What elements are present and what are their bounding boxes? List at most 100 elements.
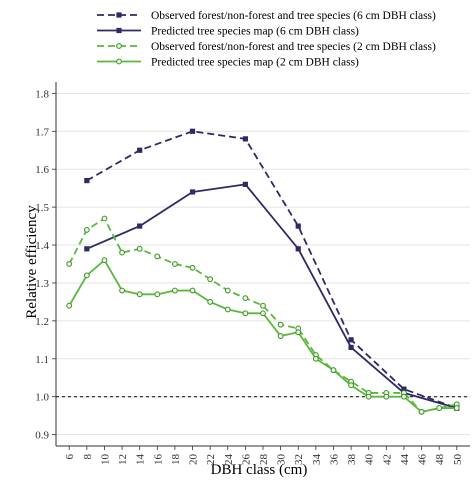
data-point: [383, 393, 390, 400]
x-tick-label: 10: [99, 454, 111, 466]
x-tick-label: 12: [117, 454, 129, 465]
x-tick-label: 30: [276, 454, 288, 466]
data-point: [172, 261, 178, 267]
legend-marker: [116, 43, 122, 49]
legend-marker: [116, 12, 122, 18]
data-point: [365, 393, 372, 400]
x-tick-label: 36: [328, 454, 340, 466]
data-point: [119, 287, 125, 294]
data-point: [207, 299, 214, 305]
data-point: [189, 189, 196, 195]
legend: Observed forest/non-forest and tree spec…: [97, 10, 436, 69]
data-point: [242, 310, 249, 317]
data-point: [295, 329, 302, 336]
x-tick-label: 14: [135, 454, 147, 466]
y-tick-label: 1.0: [35, 392, 49, 404]
data-point: [453, 405, 460, 411]
data-point: [136, 245, 143, 252]
x-tick-label: 48: [434, 454, 446, 466]
x-tick-label: 20: [188, 454, 200, 466]
x-tick-label: 42: [381, 454, 393, 465]
data-point: [260, 310, 266, 317]
legend-item-4: Predicted tree species map (2 cm DBH cla…: [97, 57, 359, 69]
data-point: [189, 128, 196, 134]
x-tick-label: 6: [64, 454, 76, 460]
y-tick-label: 1.2: [35, 316, 49, 328]
data-point: [401, 393, 407, 400]
data-point: [136, 291, 143, 298]
legend-label: Predicted tree species map (2 cm DBH cla…: [151, 57, 359, 69]
data-point: [224, 306, 231, 313]
data-point: [242, 295, 249, 302]
data-point: [436, 405, 443, 411]
x-tick-label: 38: [346, 454, 358, 466]
data-point: [154, 253, 161, 260]
data-point: [101, 257, 108, 264]
data-point: [119, 249, 125, 256]
legend-label: Observed forest/non-forest and tree spec…: [151, 41, 436, 53]
data-point: [84, 246, 90, 252]
data-point: [348, 344, 354, 351]
x-tick-label: 22: [205, 454, 217, 465]
legend-marker: [116, 58, 122, 65]
data-point: [189, 287, 196, 294]
data-point: [83, 272, 90, 279]
y-tick-label: 0.9: [35, 430, 49, 442]
data-point: [207, 276, 214, 283]
x-tick-label: 32: [293, 454, 305, 465]
data-point: [277, 321, 284, 328]
x-tick-label: 44: [399, 454, 411, 466]
legend-item-1: Observed forest/non-forest and tree spec…: [97, 10, 436, 22]
data-point: [224, 287, 231, 294]
data-point: [418, 408, 425, 415]
y-tick-label: 1.5: [35, 202, 49, 214]
x-tick-label: 50: [452, 454, 464, 466]
x-tick-label: 40: [364, 454, 376, 466]
legend-label: Predicted tree species map (6 cm DBH cla…: [151, 26, 359, 38]
series-line: [86, 183, 458, 409]
legend-item-2: Predicted tree species map (6 cm DBH cla…: [97, 26, 359, 38]
data-point: [295, 246, 301, 252]
x-tick-label: 26: [240, 454, 252, 466]
data-point: [348, 337, 354, 343]
data-point: [277, 333, 284, 339]
data-point: [348, 382, 354, 389]
x-tick-label: 34: [311, 454, 323, 466]
x-tick-label: 46: [417, 454, 429, 466]
data-point: [137, 147, 143, 153]
y-tick-label: 1.7: [35, 126, 49, 138]
data-point: [83, 226, 90, 233]
y-tick-label: 1.3: [35, 278, 49, 290]
legend-marker: [116, 27, 122, 34]
series-1: [84, 128, 460, 411]
data-point: [137, 223, 143, 229]
data-point: [66, 261, 73, 267]
legend-label: Observed forest/non-forest and tree spec…: [151, 10, 436, 22]
x-tick-label: 16: [152, 454, 164, 466]
y-tick-label: 1.6: [35, 164, 49, 176]
data-point: [295, 223, 301, 229]
data-point: [312, 355, 319, 362]
y-tick-label: 1.1: [35, 354, 49, 366]
y-tick-label: 1.8: [35, 88, 49, 100]
x-tick-label: 28: [258, 454, 270, 466]
data-point: [260, 302, 266, 309]
data-point: [66, 302, 73, 309]
data-point: [154, 291, 161, 298]
data-point: [172, 287, 178, 294]
data-point: [401, 386, 407, 392]
data-point: [189, 264, 196, 271]
data-point: [242, 136, 248, 142]
x-tick-label: 18: [170, 454, 182, 466]
y-axis-title: Relative efficiency: [24, 205, 40, 319]
x-axis-title: DBH class (cm): [211, 462, 308, 478]
series-4: [66, 257, 460, 415]
series-line: [86, 130, 458, 409]
data-point: [101, 215, 108, 222]
x-tick-label: 8: [82, 454, 94, 460]
legend-item-3: Observed forest/non-forest and tree spec…: [97, 41, 436, 53]
data-point: [242, 181, 248, 187]
data-point: [330, 367, 337, 374]
plot-area: 0.9 1.0 1.1 1.2 1.3 1.4 1.5 1.6 1.7 1.8 6 8 10 12 14 16…: [35, 82, 470, 465]
